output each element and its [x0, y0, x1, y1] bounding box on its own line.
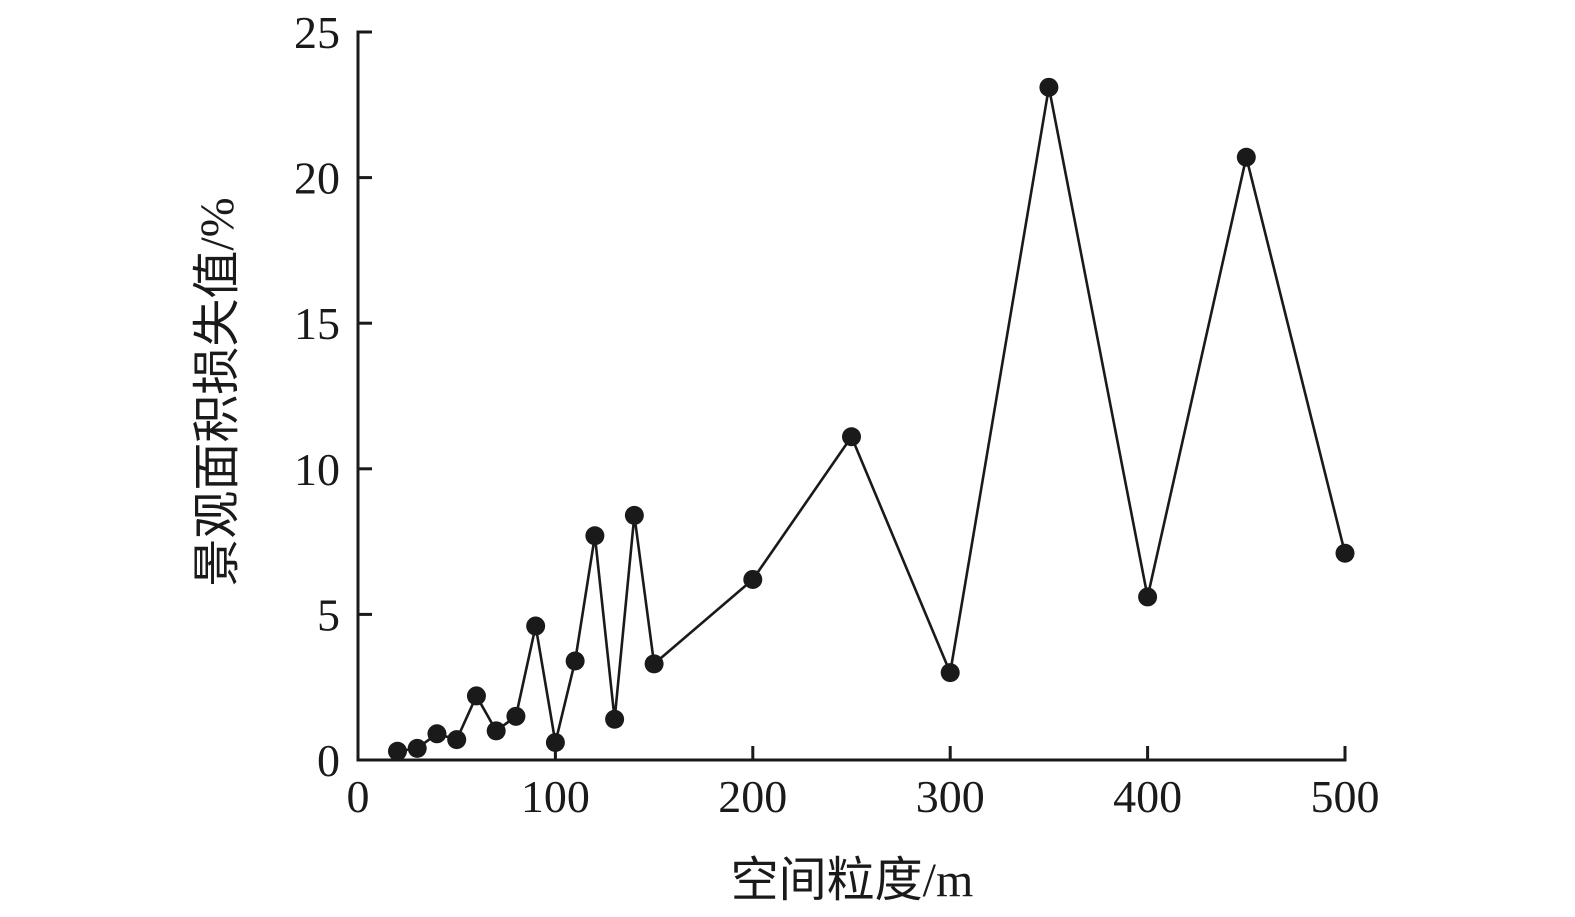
data-point-marker — [1039, 77, 1059, 97]
data-point-marker — [387, 741, 407, 761]
x-tick-label: 300 — [916, 771, 985, 822]
data-point-marker — [940, 663, 960, 683]
x-tick-label: 100 — [521, 771, 590, 822]
data-point-marker — [427, 724, 447, 744]
x-tick-label: 0 — [347, 771, 370, 822]
data-point-marker — [565, 651, 585, 671]
data-point-marker — [486, 721, 506, 741]
data-point-marker — [1138, 587, 1158, 607]
data-point-marker — [526, 616, 546, 636]
data-point-marker — [585, 526, 605, 546]
data-point-marker — [624, 505, 644, 525]
data-point-marker — [605, 709, 625, 729]
data-point-marker — [407, 738, 427, 758]
data-point-marker — [1335, 543, 1355, 563]
y-tick-label: 5 — [317, 589, 340, 640]
x-tick-label: 200 — [718, 771, 787, 822]
x-axis-title: 空间粒度/m — [730, 854, 974, 907]
data-point-marker — [466, 686, 486, 706]
data-point-marker — [506, 706, 526, 726]
data-point-marker — [743, 569, 763, 589]
y-tick-label: 15 — [294, 298, 340, 349]
y-tick-label: 10 — [294, 444, 340, 495]
y-tick-label: 0 — [317, 735, 340, 786]
data-point-marker — [644, 654, 664, 674]
data-point-marker — [1236, 147, 1256, 167]
data-point-marker — [447, 730, 467, 750]
y-tick-label: 20 — [294, 153, 340, 204]
x-tick-label: 400 — [1113, 771, 1182, 822]
data-point-marker — [545, 733, 565, 753]
x-tick-label: 500 — [1311, 771, 1380, 822]
y-axis-title: 景观面积损失值/% — [191, 197, 244, 587]
y-tick-label: 25 — [294, 7, 340, 58]
data-series-line — [396, 86, 1347, 753]
data-point-marker — [842, 427, 861, 447]
